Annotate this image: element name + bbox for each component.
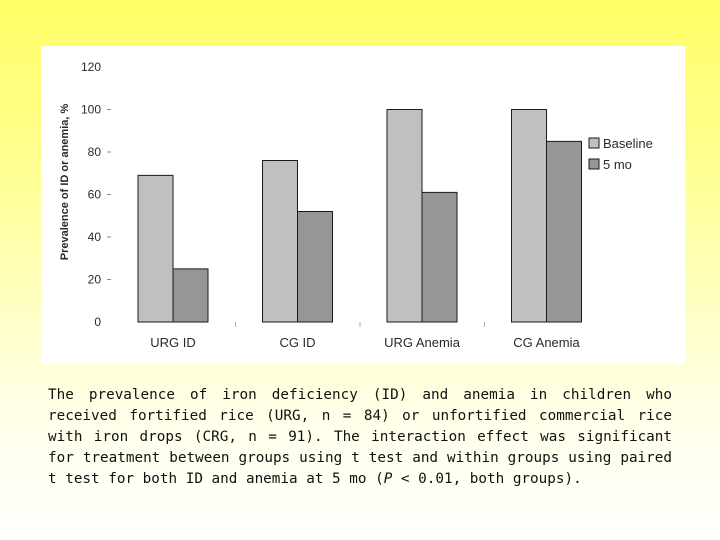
y-axis-ticks: 0 20 40 60 80 100 120 <box>81 60 111 329</box>
bar-5mo-2 <box>421 191 458 323</box>
bar-5mo-3 <box>546 140 582 323</box>
x-axis: URG ID CG ID URG Anemia CG Anemia <box>150 322 581 350</box>
x-category-label: CG Anemia <box>513 335 580 350</box>
legend-swatch <box>588 137 600 149</box>
figure-caption: The prevalence of iron deficiency (ID) a… <box>48 385 672 490</box>
y-tick-label: 80 <box>88 145 102 159</box>
bar-chart: Prevalence of ID or anemia, % 0 20 40 60 80 1… <box>59 60 653 350</box>
y-tick-label: 20 <box>88 273 102 287</box>
caption-p-symbol: P <box>383 471 393 487</box>
bar-5mo-1 <box>297 211 333 323</box>
chart-panel: Prevalence of ID or anemia, % 0 20 40 60 80 1… <box>41 46 685 364</box>
y-tick-label: 120 <box>81 60 101 74</box>
x-category-label: URG Anemia <box>384 335 461 350</box>
y-tick-label: 0 <box>94 315 101 329</box>
bar-baseline-2 <box>386 109 423 323</box>
y-tick-label: 100 <box>81 103 101 117</box>
caption-text-end: < 0.01, both groups). <box>392 471 582 487</box>
bar-5mo-0 <box>172 268 209 323</box>
y-tick-label: 40 <box>88 230 102 244</box>
legend-swatch <box>588 158 600 170</box>
x-category-label: URG ID <box>150 335 196 350</box>
y-axis-title: Prevalence of ID or anemia, % <box>59 104 71 261</box>
caption-text: The prevalence of iron deficiency (ID) a… <box>48 387 672 487</box>
legend-label: 5 mo <box>603 157 632 172</box>
legend-label: Baseline <box>603 136 653 151</box>
bars <box>137 109 582 323</box>
bar-baseline-0 <box>137 174 174 323</box>
y-tick-label: 60 <box>88 188 102 202</box>
bar-baseline-3 <box>511 109 547 323</box>
bar-baseline-1 <box>262 160 298 323</box>
legend: Baseline 5 mo <box>588 136 653 172</box>
x-category-label: CG ID <box>279 335 315 350</box>
